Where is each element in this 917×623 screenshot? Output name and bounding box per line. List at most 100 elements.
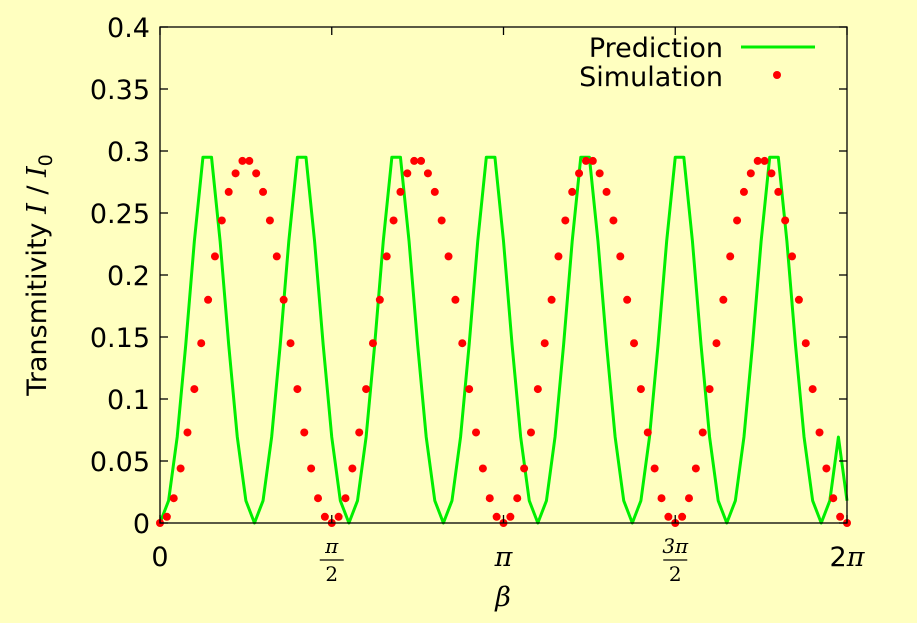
simulation-point	[561, 216, 570, 225]
simulation-point	[314, 494, 323, 503]
simulation-point	[197, 339, 206, 348]
y-tick-label: 0.05	[90, 447, 150, 478]
simulation-point	[286, 339, 295, 348]
y-tick-label: 0.1	[107, 385, 150, 416]
simulation-point	[760, 156, 769, 165]
simulation-point	[595, 169, 604, 178]
x-tick-denominator: 2	[325, 562, 338, 586]
simulation-point	[774, 187, 783, 196]
simulation-point	[355, 428, 364, 437]
x-tick-numerator: 3π	[662, 534, 689, 558]
simulation-point	[210, 252, 219, 261]
simulation-point	[265, 216, 274, 225]
simulation-point	[348, 464, 357, 473]
simulation-point	[526, 428, 535, 437]
y-axis-title: Transmitivity I / I0	[22, 154, 57, 397]
simulation-point	[801, 339, 810, 348]
simulation-point	[684, 494, 693, 503]
simulation-point	[726, 252, 735, 261]
simulation-point	[829, 494, 838, 503]
simulation-point	[822, 464, 831, 473]
simulation-point	[492, 512, 501, 521]
simulation-point	[252, 169, 261, 178]
simulation-point	[417, 156, 426, 165]
simulation-point	[423, 169, 432, 178]
simulation-point	[712, 339, 721, 348]
simulation-point	[739, 187, 748, 196]
simulation-point	[513, 494, 522, 503]
simulation-point	[451, 295, 460, 304]
x-tick-label: π2	[319, 534, 344, 586]
simulation-point	[664, 512, 673, 521]
simulation-point	[375, 295, 384, 304]
y-tick-label: 0.2	[107, 261, 150, 292]
simulation-point	[794, 295, 803, 304]
x-tick-label: 2π	[830, 542, 866, 573]
simulation-point	[403, 169, 412, 178]
simulation-point	[698, 428, 707, 437]
simulation-point	[293, 385, 302, 394]
simulation-point	[520, 464, 529, 473]
simulation-point	[190, 385, 199, 394]
simulation-point	[444, 252, 453, 261]
simulation-point	[581, 156, 590, 165]
simulation-point	[753, 156, 762, 165]
simulation-point	[815, 428, 824, 437]
y-axis: 0 0.05 0.1 0.15 0.2 0.25 0.3 0.35 0.4	[90, 13, 847, 540]
simulation-point	[307, 464, 316, 473]
simulation-point	[176, 464, 185, 473]
legend-label-simulation: Simulation	[579, 62, 723, 93]
simulation-point	[575, 169, 584, 178]
simulation-point	[746, 169, 755, 178]
simulation-point	[781, 216, 790, 225]
simulation-point	[788, 252, 797, 261]
simulation-point	[547, 295, 556, 304]
simulation-point	[478, 464, 487, 473]
y-tick-label: 0.3	[107, 137, 150, 168]
simulation-point	[650, 464, 659, 473]
simulation-point	[204, 295, 213, 304]
y-tick-label: 0.4	[107, 13, 150, 44]
simulation-point	[588, 156, 597, 165]
simulation-point	[533, 385, 542, 394]
simulation-point	[396, 187, 405, 196]
simulation-point	[602, 187, 611, 196]
y-tick-label: 0.25	[90, 199, 150, 230]
prediction-line	[158, 155, 849, 525]
simulation-point	[705, 385, 714, 394]
simulation-point	[808, 385, 817, 394]
simulation-point	[238, 156, 247, 165]
simulation-point	[389, 216, 398, 225]
simulation-point	[217, 216, 226, 225]
simulation-point	[320, 512, 329, 521]
simulation-point	[465, 385, 474, 394]
simulation-point	[657, 494, 666, 503]
simulation-point	[678, 512, 687, 521]
legend: Prediction Simulation	[579, 33, 815, 93]
simulation-point	[616, 252, 625, 261]
simulation-point	[540, 339, 549, 348]
x-tick-label: 3π2	[662, 534, 689, 586]
simulation-point	[554, 252, 563, 261]
simulation-point	[300, 428, 309, 437]
series-prediction	[158, 155, 849, 525]
simulation-point	[279, 295, 288, 304]
simulation-point	[719, 295, 728, 304]
x-tick-numerator: π	[324, 534, 339, 558]
simulation-point	[733, 216, 742, 225]
legend-item-simulation: Simulation	[579, 62, 781, 93]
simulation-point	[767, 169, 776, 178]
y-tick-label: 0.15	[90, 323, 150, 354]
simulation-point	[609, 216, 618, 225]
simulation-point	[410, 156, 419, 165]
simulation-point	[334, 512, 343, 521]
series-simulation	[156, 156, 851, 527]
x-tick-label: π	[494, 542, 514, 573]
simulation-point	[272, 252, 281, 261]
y-tick-label: 0.35	[90, 75, 150, 106]
simulation-point	[382, 252, 391, 261]
simulation-point	[643, 428, 652, 437]
simulation-point	[630, 339, 639, 348]
y-tick-label: 0	[133, 509, 150, 540]
